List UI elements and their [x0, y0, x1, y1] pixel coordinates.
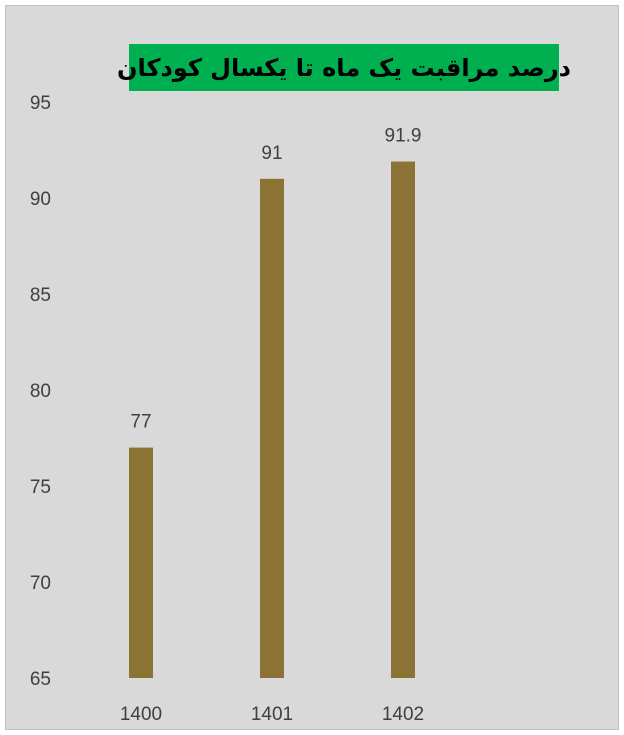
x-tick-label: 1402 — [382, 704, 424, 725]
bar-1401 — [260, 178, 284, 679]
data-label-1402: 91.9 — [385, 126, 422, 147]
chart-title-box: درصد مراقبت یک ماه تا یکسال کودکان — [117, 44, 571, 91]
y-tick-label: 70 — [30, 573, 51, 594]
x-axis: 1400 1401 1402 — [120, 704, 424, 725]
y-tick-label: 85 — [30, 285, 51, 306]
data-labels: 77 91 91.9 — [130, 126, 421, 433]
data-label-1401: 91 — [261, 143, 282, 164]
x-tick-label: 1400 — [120, 704, 162, 725]
y-axis: 65 70 75 80 85 90 95 — [30, 93, 51, 690]
y-tick-label: 65 — [30, 669, 51, 690]
y-tick-label: 75 — [30, 477, 51, 498]
chart-area: درصد مراقبت یک ماه تا یکسال کودکان — [5, 5, 619, 730]
y-tick-label: 90 — [30, 189, 51, 210]
data-label-1400: 77 — [130, 412, 151, 433]
y-tick-label: 80 — [30, 381, 51, 402]
chart-title: درصد مراقبت یک ماه تا یکسال کودکان — [117, 53, 571, 82]
x-tick-label: 1401 — [251, 704, 293, 725]
bar-1400 — [129, 447, 153, 678]
bars — [129, 161, 415, 679]
y-tick-label: 95 — [30, 93, 51, 114]
bar-1402 — [391, 161, 415, 678]
